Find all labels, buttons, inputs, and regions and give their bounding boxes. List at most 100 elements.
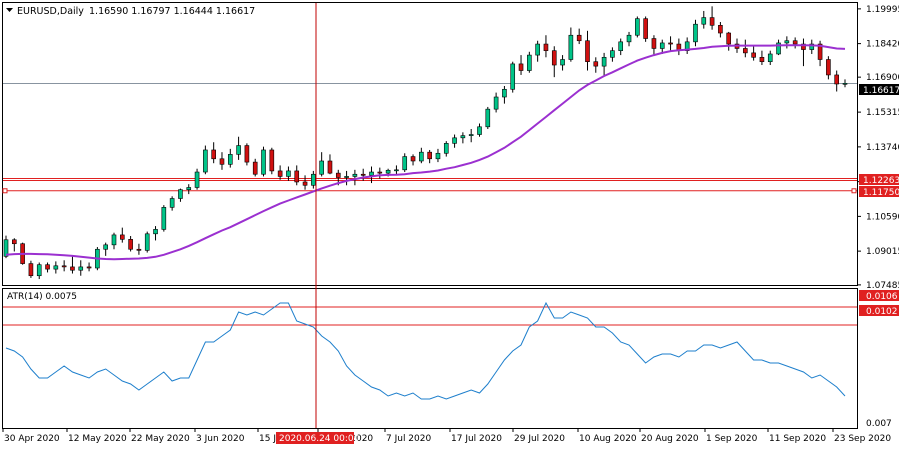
y-tick-label: 1.10590 [866, 212, 899, 222]
candle-bear [718, 24, 723, 34]
atr-tag-upper: 0.0106 [866, 292, 898, 302]
x-tick-label: 20 Aug 2020 [641, 434, 699, 444]
hline-lower-handle-right [851, 188, 857, 194]
candle-bull [452, 137, 457, 144]
moving-average-line [5, 44, 846, 261]
candles-layer [3, 6, 848, 280]
candle-bear [751, 52, 756, 58]
candle-bear [294, 170, 300, 183]
candle-bull [78, 266, 84, 271]
candle-bull [103, 244, 108, 250]
candle-bear [327, 160, 333, 174]
candle-bear [119, 234, 125, 240]
candle-bull [684, 41, 690, 51]
candle-bull [502, 88, 507, 98]
candle-bear [128, 239, 133, 250]
candle-bull [535, 43, 540, 56]
hline-lower-handle-left [2, 188, 8, 194]
candle-bull [493, 96, 499, 110]
header-dropdown-icon[interactable] [6, 8, 13, 12]
crosshair-date-tag: 2020.06.24 00:00 [279, 434, 360, 444]
x-tick-label: 7 Jul 2020 [386, 434, 431, 444]
candle-bull [510, 63, 516, 90]
atr-tag-lower: 0.0102 [866, 307, 898, 317]
candle-bull [161, 207, 167, 230]
candle-bull [477, 126, 482, 135]
candle-bear [643, 18, 648, 39]
moving-average-layer [5, 44, 846, 261]
price-tag-upper: 1.12263 [863, 176, 899, 186]
candle-bull [701, 17, 707, 25]
x-tick-label: 22 May 2020 [131, 434, 190, 444]
candle-bull [693, 23, 698, 43]
price-tag-upper-bg [859, 174, 899, 185]
candle-bear [70, 266, 75, 271]
candle-bull [178, 189, 183, 199]
candle-bull [809, 43, 815, 50]
price-tag-current-bg [859, 84, 899, 95]
candle-bull [659, 42, 665, 49]
candle-bull [776, 42, 781, 55]
candle-bull [468, 134, 474, 136]
candle-bear [269, 149, 275, 172]
candle-bull [402, 156, 408, 171]
candle-bear [543, 43, 549, 51]
candle-bull [3, 239, 9, 257]
candle-bear [335, 172, 341, 178]
candle-bull [344, 176, 349, 178]
main-pane-frame [2, 2, 858, 286]
candle-bear [759, 56, 765, 63]
candle-bull [369, 171, 374, 176]
candle-bear [360, 173, 366, 176]
candle-bull [144, 233, 150, 251]
candle-bull [311, 173, 316, 186]
y-tick-label: 1.07485 [866, 281, 899, 291]
atr-layer [5, 301, 846, 400]
candle-bull [236, 145, 241, 155]
candle-bear [45, 264, 50, 270]
candle-bear [593, 61, 599, 67]
price-tag-lower: 1.11750 [863, 188, 899, 198]
y-tick-label: 1.19995 [866, 5, 899, 15]
candle-bear [743, 48, 748, 54]
candle-bull [286, 170, 291, 177]
y-tick-label: 1.18420 [866, 40, 899, 50]
candle-bear [834, 74, 839, 85]
y-tick-label: 1.09015 [866, 247, 899, 257]
x-tick-label: 12 May 2020 [68, 434, 127, 444]
crosshair-date-tag-bg [276, 432, 354, 444]
candle-bear [28, 263, 34, 277]
x-tick-label: 1 Sep 2020 [706, 434, 758, 444]
candle-bear [377, 171, 383, 174]
candle-bear [252, 161, 258, 175]
x-tick-label: 29 Jul 2020 [514, 434, 565, 444]
candle-bear [136, 248, 142, 251]
candle-bear [219, 158, 225, 165]
candle-bear [211, 149, 216, 160]
candle-bull [443, 143, 449, 154]
candle-bear [801, 43, 806, 50]
x-tick-label: 30 Apr 2020 [4, 434, 60, 444]
candle-bear [826, 59, 831, 76]
candle-bull [385, 169, 391, 174]
candle-bull [111, 234, 117, 246]
candle-bear [576, 34, 582, 42]
candle-bull [203, 149, 208, 173]
candle-bear [709, 17, 715, 26]
candle-bear [585, 40, 590, 63]
candle-bull [36, 264, 42, 277]
header-ohlc: 1.16590 1.16797 1.16444 1.16617 [89, 6, 255, 17]
x-tick-label: 10 Aug 2020 [579, 434, 637, 444]
candle-bull [568, 34, 574, 60]
candle-bull [842, 83, 848, 85]
candle-bear [61, 265, 67, 268]
candle-bear [302, 181, 308, 186]
candle-bear [86, 266, 92, 269]
candle-bear [817, 43, 823, 60]
candle-bear [244, 145, 250, 163]
candle-bear [410, 156, 416, 162]
candle-bull [610, 50, 615, 58]
candle-bull [560, 59, 565, 66]
